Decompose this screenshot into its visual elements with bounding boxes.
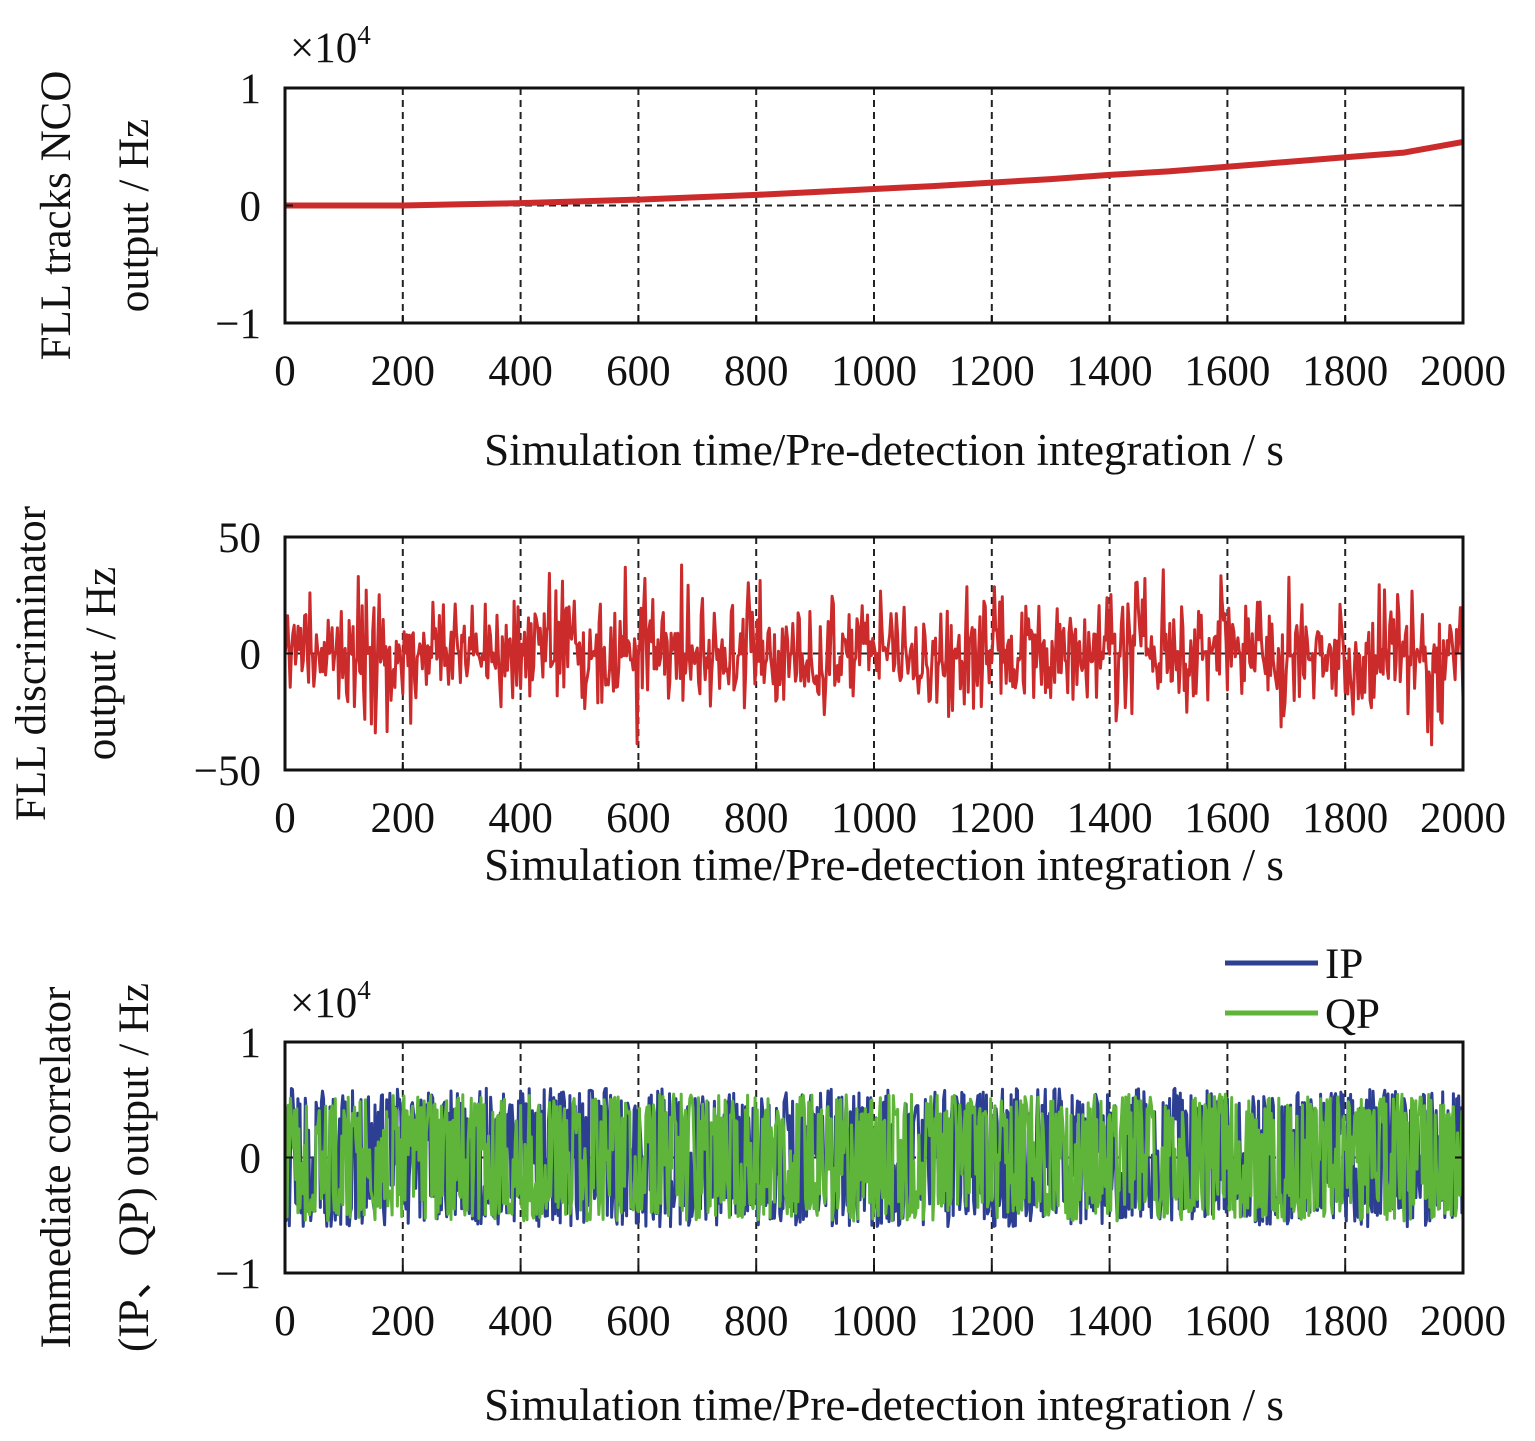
- x-tick-label: 400: [488, 1298, 553, 1345]
- x-tick-label: 800: [724, 795, 789, 842]
- x-tick-label: 400: [488, 795, 553, 842]
- y-tick-label: 0: [240, 184, 262, 231]
- y-axis-label: Immediate correlator: [33, 987, 80, 1349]
- x-tick-label: 1600: [1184, 1298, 1270, 1345]
- x-tick-label: 600: [606, 348, 671, 395]
- x-axis-label: Simulation time/Pre-detection integratio…: [484, 840, 1284, 890]
- axis-exponent-label: ×104: [290, 975, 371, 1027]
- x-tick-label: 400: [488, 348, 553, 395]
- y-tick-label: −1: [215, 1251, 261, 1298]
- series-line-nco: [285, 139, 1463, 209]
- x-axis-label: Simulation time/Pre-detection integratio…: [484, 1380, 1284, 1430]
- series-line-qp: [285, 1092, 1463, 1223]
- x-tick-label: 1000: [831, 348, 917, 395]
- x-tick-label: 2000: [1420, 348, 1506, 395]
- legend-label-ip: IP: [1325, 941, 1363, 988]
- x-tick-label: 1200: [949, 1298, 1035, 1345]
- x-tick-label: 600: [606, 1298, 671, 1345]
- series-group: [285, 1086, 1463, 1229]
- series-group: [285, 139, 1463, 209]
- x-tick-label: 1000: [831, 795, 917, 842]
- x-tick-label: 0: [274, 1298, 296, 1345]
- y-tick-label: 50: [218, 515, 261, 562]
- chart-panel-2: 0 200 400 600 800 1000 1200 1400 1600 1800 2000 50 0…: [8, 506, 1506, 890]
- x-tick-label: 600: [606, 795, 671, 842]
- y-axis-label: output / Hz: [111, 119, 158, 312]
- x-tick-label: 1800: [1302, 795, 1388, 842]
- y-tick-label: 1: [240, 66, 262, 113]
- series-group: [285, 563, 1463, 747]
- x-tick-label: 1200: [949, 348, 1035, 395]
- y-tick-label: −1: [215, 301, 261, 348]
- x-tick-label: 800: [724, 348, 789, 395]
- x-tick-label: 1400: [1067, 348, 1153, 395]
- x-tick-label: 1800: [1302, 1298, 1388, 1345]
- x-tick-label: 200: [371, 1298, 436, 1345]
- x-tick-label: 800: [724, 1298, 789, 1345]
- x-tick-label: 1800: [1302, 348, 1388, 395]
- axis-exponent-label: ×104: [290, 20, 371, 72]
- series-line-discriminator: [285, 563, 1463, 747]
- y-tick-label: 1: [240, 1020, 262, 1067]
- x-tick-label: 0: [274, 348, 296, 395]
- x-axis-label: Simulation time/Pre-detection integratio…: [484, 425, 1284, 475]
- chart-panel-1: 0 200 400 600 800 1000 1200 1400 1600 1800 200010−…: [33, 20, 1506, 475]
- chart-panel-3: 0 200 400 600 800 1000 1200 1400 1600 1800 200010−…: [33, 941, 1506, 1430]
- x-tick-label: 2000: [1420, 795, 1506, 842]
- x-tick-label: 1400: [1067, 1298, 1153, 1345]
- x-tick-label: 1400: [1067, 795, 1153, 842]
- x-tick-label: 0: [274, 795, 296, 842]
- x-tick-label: 200: [371, 348, 436, 395]
- y-axis-label: output / Hz: [78, 567, 125, 760]
- legend-label-qp: QP: [1325, 991, 1380, 1038]
- x-tick-label: 1600: [1184, 348, 1270, 395]
- y-tick-label: −50: [194, 748, 261, 795]
- y-axis-label: (IP、QP) output / Hz: [111, 983, 158, 1352]
- x-tick-label: 1200: [949, 795, 1035, 842]
- x-tick-label: 1600: [1184, 795, 1270, 842]
- x-tick-label: 1000: [831, 1298, 917, 1345]
- y-axis-label: FLL discriminator: [8, 506, 55, 821]
- y-tick-label: 0: [240, 1136, 262, 1183]
- y-tick-label: 0: [240, 632, 262, 679]
- y-axis-label: FLL tracks NCO: [33, 71, 80, 361]
- x-tick-label: 2000: [1420, 1298, 1506, 1345]
- x-tick-label: 200: [371, 795, 436, 842]
